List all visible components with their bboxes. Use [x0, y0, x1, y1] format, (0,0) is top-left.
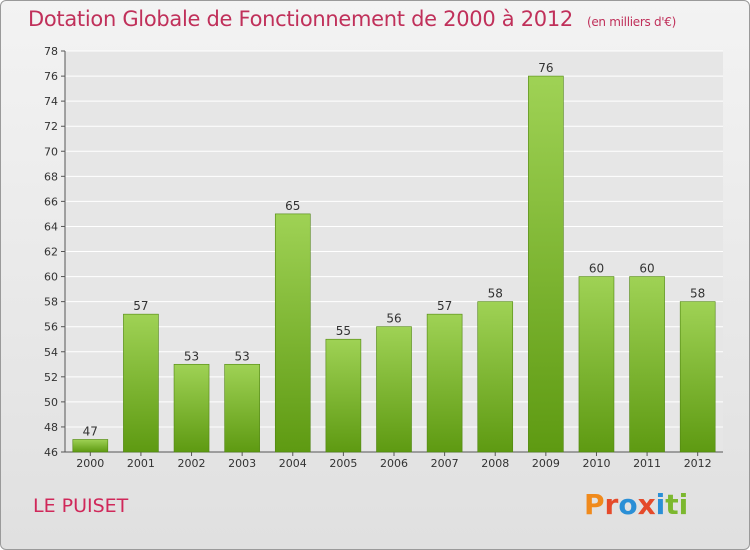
data-label: 58 — [690, 287, 705, 301]
x-tick-label: 2006 — [380, 457, 408, 470]
x-tick-label: 2002 — [178, 457, 206, 470]
data-label: 60 — [589, 262, 604, 276]
x-tick-label: 2000 — [76, 457, 104, 470]
y-tick-label: 48 — [44, 421, 58, 434]
x-tick-label: 2011 — [633, 457, 661, 470]
data-label: 57 — [437, 299, 452, 313]
bar-chart: 46 48 50 52 54 56 58 60 62 64 66 68 70 72 74 76 78 2000 4… — [44, 45, 723, 470]
data-label: 76 — [538, 61, 553, 75]
y-tick-label: 64 — [44, 220, 58, 233]
logo-letter: i — [655, 488, 666, 521]
bar-2002[interactable] — [173, 363, 210, 453]
bar-2006[interactable] — [376, 326, 412, 453]
y-tick-label: 74 — [44, 95, 58, 108]
y-tick-label: 46 — [44, 446, 58, 459]
x-tick-label: 2010 — [582, 457, 610, 470]
x-tick-label: 2004 — [279, 457, 307, 470]
y-tick-label: 60 — [44, 271, 58, 284]
x-tick-label: 2007 — [431, 457, 459, 470]
x-tick-label: 2003 — [228, 457, 256, 470]
y-tick-label: 58 — [44, 296, 58, 309]
y-tick-label: 78 — [44, 45, 58, 58]
data-label: 65 — [285, 199, 300, 213]
y-tick-label: 70 — [44, 145, 58, 158]
bar-2012[interactable] — [679, 301, 716, 453]
data-label: 60 — [639, 262, 654, 276]
chart-title: Dotation Globale de Fonctionnement de 20… — [28, 7, 676, 31]
x-tick-label: 2008 — [481, 457, 509, 470]
logo-letter: o — [618, 488, 638, 521]
data-label: 56 — [386, 312, 401, 326]
y-tick-label: 72 — [44, 120, 58, 133]
x-tick-label: 2005 — [329, 457, 357, 470]
logo-letter: i — [678, 488, 689, 521]
commune-name: LE PUISET — [33, 495, 129, 517]
chart-subtitle: (en milliers d'€) — [586, 15, 676, 29]
logo-letter: r — [604, 488, 619, 521]
data-label: 57 — [133, 299, 148, 313]
y-tick-label: 76 — [44, 70, 58, 83]
data-label: 58 — [488, 287, 503, 301]
data-label: 53 — [184, 349, 199, 363]
bar-2005[interactable] — [325, 338, 362, 453]
data-label: 55 — [336, 324, 351, 338]
x-tick-label: 2012 — [684, 457, 712, 470]
logo-letter: x — [637, 488, 656, 521]
data-label: 53 — [235, 349, 250, 363]
bar-2003[interactable] — [224, 363, 260, 453]
bar-2004[interactable] — [274, 213, 311, 453]
logo-letter: t — [665, 488, 679, 521]
bar-2011[interactable] — [629, 276, 665, 453]
bar-2008[interactable] — [477, 301, 514, 453]
y-tick-label: 68 — [44, 170, 58, 183]
y-tick-label: 62 — [44, 246, 58, 259]
bar-2000[interactable] — [72, 439, 109, 453]
y-tick-label: 56 — [44, 321, 58, 334]
y-tick-label: 54 — [44, 346, 58, 359]
data-label: 47 — [83, 424, 98, 438]
y-tick-label: 52 — [44, 371, 58, 384]
y-tick-label: 50 — [44, 396, 58, 409]
y-tick-label: 66 — [44, 195, 58, 208]
bar-2009[interactable] — [528, 75, 564, 453]
x-tick-label: 2009 — [532, 457, 560, 470]
proxiti-logo[interactable]: Proxiti — [584, 488, 688, 521]
bar-2001[interactable] — [123, 313, 159, 453]
bar-2010[interactable] — [578, 276, 615, 453]
logo-letter: P — [584, 488, 605, 521]
bar-2007[interactable] — [426, 313, 463, 453]
x-tick-label: 2001 — [127, 457, 155, 470]
